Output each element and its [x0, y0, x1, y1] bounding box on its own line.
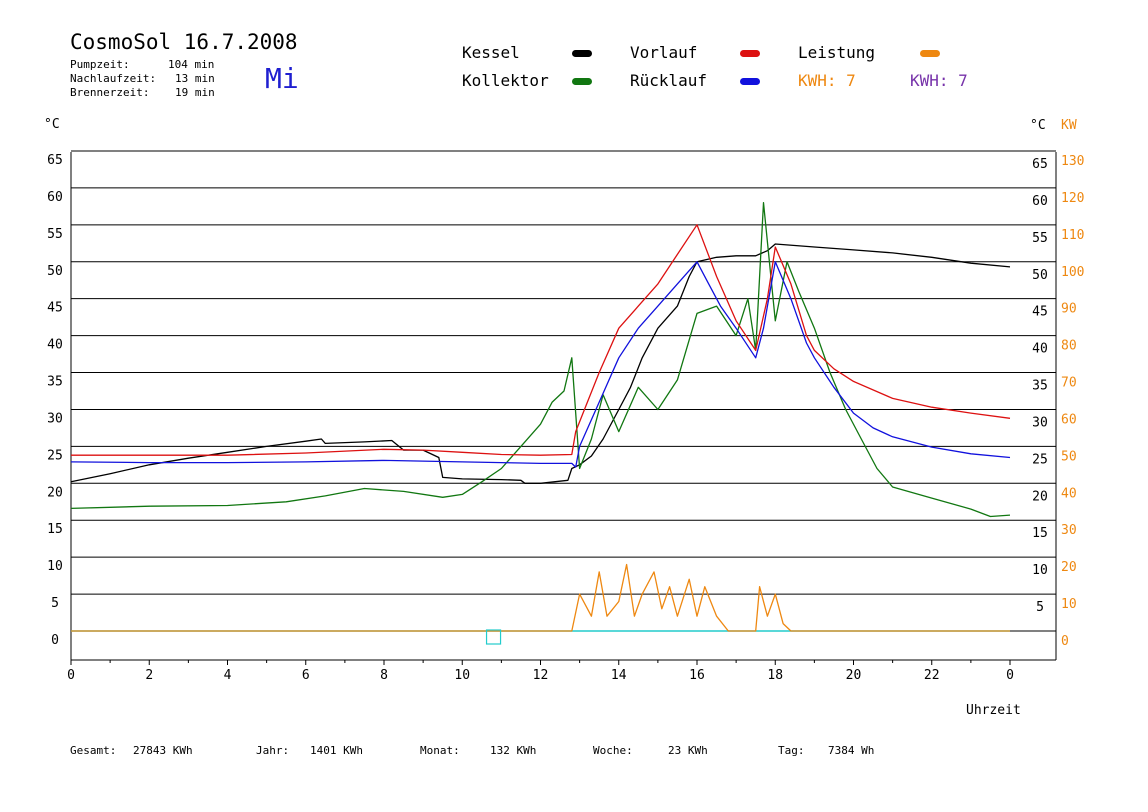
legend-kwh-purple: KWH: 7 — [910, 71, 968, 90]
y-right-temp-tick-15: 15 — [1032, 526, 1048, 541]
series-kessel — [70, 243, 1011, 484]
y-right-power-tick-130: 130 — [1061, 154, 1084, 169]
x-axis-label: Uhrzeit — [966, 703, 1021, 718]
y-right-temp-tick-35: 35 — [1032, 379, 1048, 394]
footer-monat-value: 132 KWh — [490, 744, 537, 757]
y-right-temp-tick-20: 20 — [1032, 489, 1048, 504]
y-left-tick-60: 60 — [47, 190, 63, 205]
legend-kessel-label: Kessel — [462, 43, 520, 62]
x-tick-label-11: 22 — [924, 668, 940, 683]
chart-ticks: 0 2 4 6 8 10 12 14 16 18 20 22 005101520253035404550… — [47, 153, 1084, 683]
y-left-tick-25: 25 — [47, 448, 63, 463]
y-right-power-tick-100: 100 — [1061, 265, 1084, 280]
series-kollektor — [70, 202, 1011, 518]
x-tick-label-2: 4 — [224, 668, 232, 683]
footer-woche-label: Woche: — [593, 744, 633, 757]
x-tick-label-0: 0 — [67, 668, 75, 683]
footer-jahr-label: Jahr: — [256, 744, 290, 757]
x-tick-label-3: 6 — [302, 668, 310, 683]
y-left-tick-50: 50 — [47, 264, 63, 279]
y-right-power-tick-0: 0 — [1061, 634, 1069, 649]
right-temp-axis-unit: °C — [1030, 118, 1046, 133]
y-right-temp-tick-30: 30 — [1032, 415, 1048, 430]
y-left-tick-45: 45 — [47, 301, 63, 316]
y-left-tick-10: 10 — [47, 559, 63, 574]
legend-kwh-orange: KWH: 7 — [798, 71, 856, 90]
x-tick-label-10: 20 — [846, 668, 862, 683]
weekday-label: Mi — [265, 62, 299, 95]
chart-series — [70, 202, 1011, 645]
y-right-power-tick-10: 10 — [1061, 597, 1077, 612]
y-right-power-tick-50: 50 — [1061, 449, 1077, 464]
x-tick-label-5: 10 — [454, 668, 470, 683]
x-tick-label-12: 0 — [1006, 668, 1014, 683]
legend-vorlauf-label: Vorlauf — [630, 43, 698, 62]
y-right-power-tick-20: 20 — [1061, 560, 1077, 575]
y-right-power-tick-120: 120 — [1061, 191, 1084, 206]
y-right-power-tick-110: 110 — [1061, 228, 1084, 243]
footer-monat-label: Monat: — [420, 744, 460, 757]
legend-kessel-swatch — [572, 50, 592, 57]
x-tick-label-7: 14 — [611, 668, 627, 683]
y-right-power-tick-60: 60 — [1061, 412, 1077, 427]
marker-square — [485, 629, 502, 645]
footer-tag-label: Tag: — [778, 744, 805, 757]
x-tick-label-4: 8 — [380, 668, 388, 683]
footer-tag-value: 7384 Wh — [828, 744, 875, 757]
footer-gesamt-label: Gesamt: — [70, 744, 117, 757]
x-tick-label-8: 16 — [689, 668, 705, 683]
stat-nachlaufzeit-value: 13 min — [175, 72, 215, 85]
x-tick-label-1: 2 — [145, 668, 153, 683]
chart-axes — [70, 152, 1057, 661]
footer-gesamt-value: 27843 KWh — [133, 744, 193, 757]
y-left-tick-5: 5 — [51, 596, 59, 611]
legend-kollektor-swatch — [572, 78, 592, 85]
y-right-temp-tick-55: 55 — [1032, 231, 1048, 246]
right-power-axis-unit: KW — [1061, 118, 1077, 133]
legend-leistung-label: Leistung — [798, 43, 876, 62]
legend-ruecklauf-swatch — [740, 78, 760, 85]
y-right-power-tick-40: 40 — [1061, 486, 1077, 501]
y-right-temp-tick-10: 10 — [1032, 563, 1048, 578]
footer-woche-value: 23 KWh — [668, 744, 708, 757]
y-right-power-tick-80: 80 — [1061, 339, 1077, 354]
stat-pumpzeit-label: Pumpzeit: — [70, 58, 130, 71]
y-right-temp-tick-50: 50 — [1032, 268, 1048, 283]
y-right-temp-tick-65: 65 — [1032, 157, 1048, 172]
series-ruecklauf — [70, 261, 1011, 468]
y-left-tick-35: 35 — [47, 375, 63, 390]
x-tick-label-6: 12 — [533, 668, 549, 683]
stat-brennerzeit-label: Brennerzeit: — [70, 86, 150, 99]
y-right-temp-tick-45: 45 — [1032, 305, 1048, 320]
y-left-tick-0: 0 — [51, 633, 59, 648]
y-right-temp-tick-40: 40 — [1032, 342, 1048, 357]
y-left-tick-55: 55 — [47, 227, 63, 242]
stat-brennerzeit-value: 19 min — [175, 86, 215, 99]
y-right-power-tick-30: 30 — [1061, 523, 1077, 538]
y-right-power-tick-70: 70 — [1061, 376, 1077, 391]
stat-pumpzeit-value: 104 min — [168, 58, 215, 71]
series-leistung — [71, 563, 1010, 632]
left-axis-unit: °C — [44, 117, 60, 132]
legend-ruecklauf-label: Rücklauf — [630, 71, 708, 90]
stat-nachlaufzeit-label: Nachlaufzeit: — [70, 72, 157, 85]
chart-grid — [71, 150, 1056, 595]
chart-title: CosmoSol 16.7.2008 — [70, 30, 298, 54]
series-vorlauf — [71, 224, 1011, 456]
y-right-temp-tick-25: 25 — [1032, 452, 1048, 467]
footer-jahr-value: 1401 KWh — [310, 744, 363, 757]
legend-kollektor-label: Kollektor — [462, 71, 549, 90]
y-left-tick-20: 20 — [47, 485, 63, 500]
legend-vorlauf-swatch — [740, 50, 760, 57]
y-left-tick-15: 15 — [47, 522, 63, 537]
x-tick-label-9: 18 — [767, 668, 783, 683]
y-right-temp-tick-60: 60 — [1032, 194, 1048, 209]
y-left-tick-65: 65 — [47, 153, 63, 168]
y-right-power-tick-90: 90 — [1061, 302, 1077, 317]
legend-leistung-swatch — [920, 50, 940, 57]
y-right-temp-tick-5: 5 — [1036, 600, 1044, 615]
y-left-tick-40: 40 — [47, 338, 63, 353]
y-left-tick-30: 30 — [47, 411, 63, 426]
